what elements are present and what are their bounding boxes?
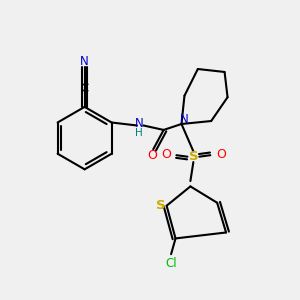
Text: Cl: Cl (165, 256, 177, 270)
Text: N: N (179, 113, 188, 126)
Text: C: C (80, 82, 88, 95)
Text: O: O (161, 148, 171, 161)
Text: O: O (216, 148, 226, 161)
Text: O: O (147, 149, 157, 162)
Text: S: S (189, 150, 198, 163)
Text: N: N (80, 55, 89, 68)
Text: H: H (135, 128, 143, 138)
Text: N: N (135, 117, 144, 130)
Text: S: S (157, 199, 166, 212)
